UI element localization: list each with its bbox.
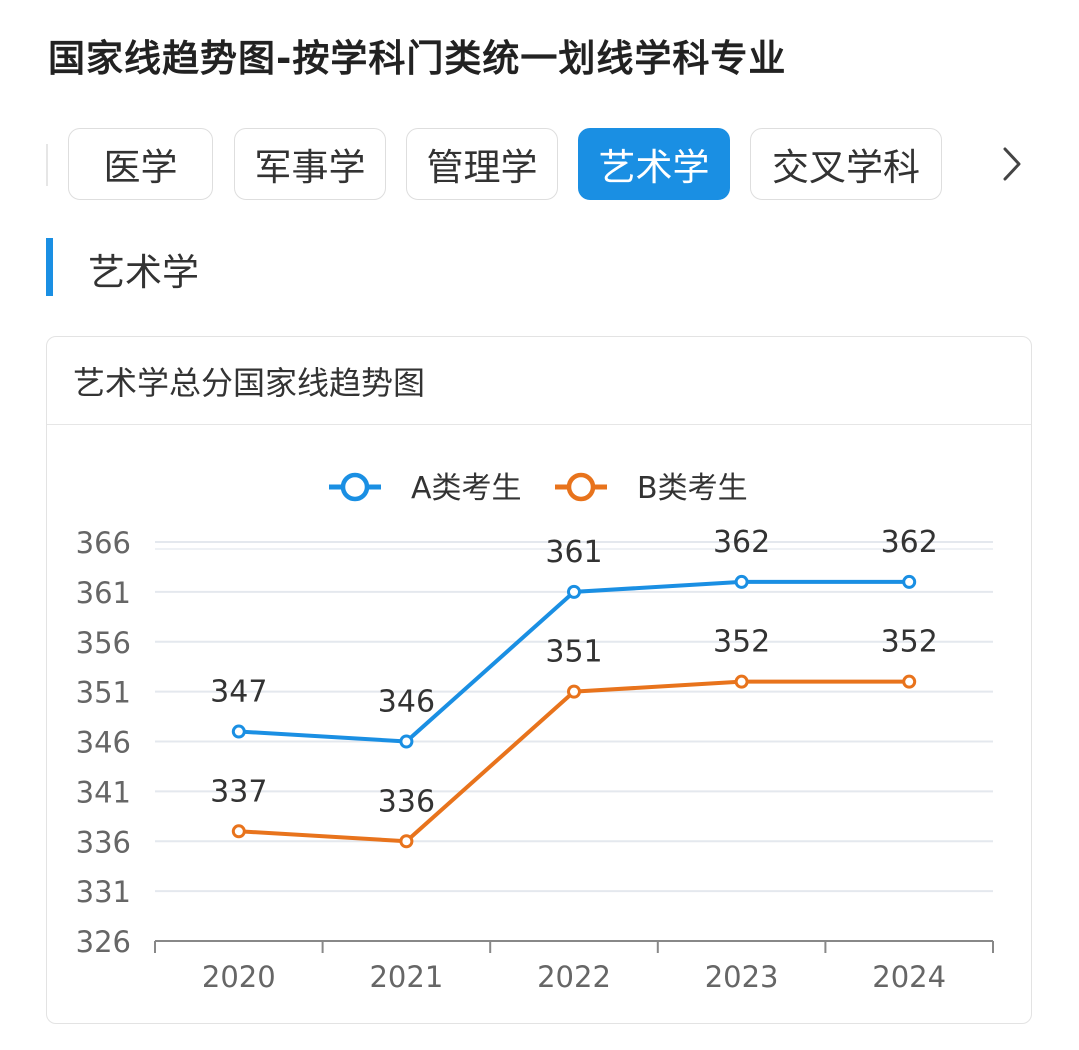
data-label-a: 346 xyxy=(378,685,435,720)
data-label-a: 362 xyxy=(713,525,770,560)
chevron-right-icon xyxy=(1003,147,1021,181)
category-tabs: 医学 军事学 管理学 艺术学 交叉学科 xyxy=(0,128,1079,204)
chart-area: 326 331 336 341 346 351 356 361 366 2020 2021 2022 2… xyxy=(47,425,1031,1023)
section-title: 艺术学 xyxy=(88,251,199,294)
x-tick-label: 2023 xyxy=(705,960,779,994)
x-tick-label: 2020 xyxy=(202,960,276,994)
data-point-b xyxy=(399,834,414,849)
tab-interdisciplinary[interactable]: 交叉学科 xyxy=(750,128,942,200)
y-tick-label: 356 xyxy=(76,626,131,660)
data-point-a xyxy=(567,584,581,599)
data-label-a: 362 xyxy=(881,525,938,560)
y-tick-label: 366 xyxy=(76,526,131,560)
line-chart: 326 331 336 341 346 351 356 361 366 2020 2021 2022 2… xyxy=(76,471,994,994)
legend-marker-a xyxy=(340,472,370,502)
section-accent-bar xyxy=(46,238,53,296)
data-point-b xyxy=(231,824,246,839)
tab-medicine[interactable]: 医学 xyxy=(68,128,213,200)
data-label-b: 336 xyxy=(378,784,435,819)
page-title: 国家线趋势图-按学科门类统一划线学科专业 xyxy=(48,37,787,80)
x-tick-label: 2022 xyxy=(537,960,611,994)
data-label-a: 347 xyxy=(210,675,267,710)
data-point-a xyxy=(734,574,749,589)
data-point-b xyxy=(567,684,581,699)
tab-military[interactable]: 军事学 xyxy=(234,128,386,200)
chart-card: 艺术学总分国家线趋势图 326 331 336 341 346 351 356 361 366 2… xyxy=(46,336,1032,1024)
data-point-b xyxy=(734,674,749,689)
data-label-b: 351 xyxy=(545,635,602,670)
chart-card-title: 艺术学总分国家线趋势图 xyxy=(47,337,1031,425)
y-tick-label: 341 xyxy=(76,775,131,809)
x-tick-label: 2024 xyxy=(872,960,946,994)
tabs-next-button[interactable] xyxy=(992,138,1032,190)
tabs-scroll-edge xyxy=(46,144,48,186)
tab-management[interactable]: 管理学 xyxy=(406,128,558,200)
y-tick-label: 336 xyxy=(76,825,131,859)
legend-marker-b xyxy=(566,472,596,502)
data-point-a xyxy=(902,574,917,589)
data-label-b: 352 xyxy=(881,625,938,660)
legend-label-a: A类考生 xyxy=(411,471,522,506)
data-label-b: 337 xyxy=(210,774,267,809)
y-tick-label: 351 xyxy=(76,676,131,710)
x-tick-label: 2021 xyxy=(369,960,443,994)
legend-label-b: B类考生 xyxy=(637,471,748,506)
y-tick-label: 326 xyxy=(76,925,131,959)
data-point-a xyxy=(231,724,246,739)
data-point-b xyxy=(902,674,917,689)
data-point-a xyxy=(399,734,414,749)
y-tick-label: 361 xyxy=(76,576,131,610)
series-line-b xyxy=(238,679,910,844)
y-tick-label: 346 xyxy=(76,726,131,760)
tab-art[interactable]: 艺术学 xyxy=(578,128,730,200)
data-label-b: 352 xyxy=(713,625,770,660)
y-tick-label: 331 xyxy=(76,875,131,909)
data-label-a: 361 xyxy=(545,535,602,570)
